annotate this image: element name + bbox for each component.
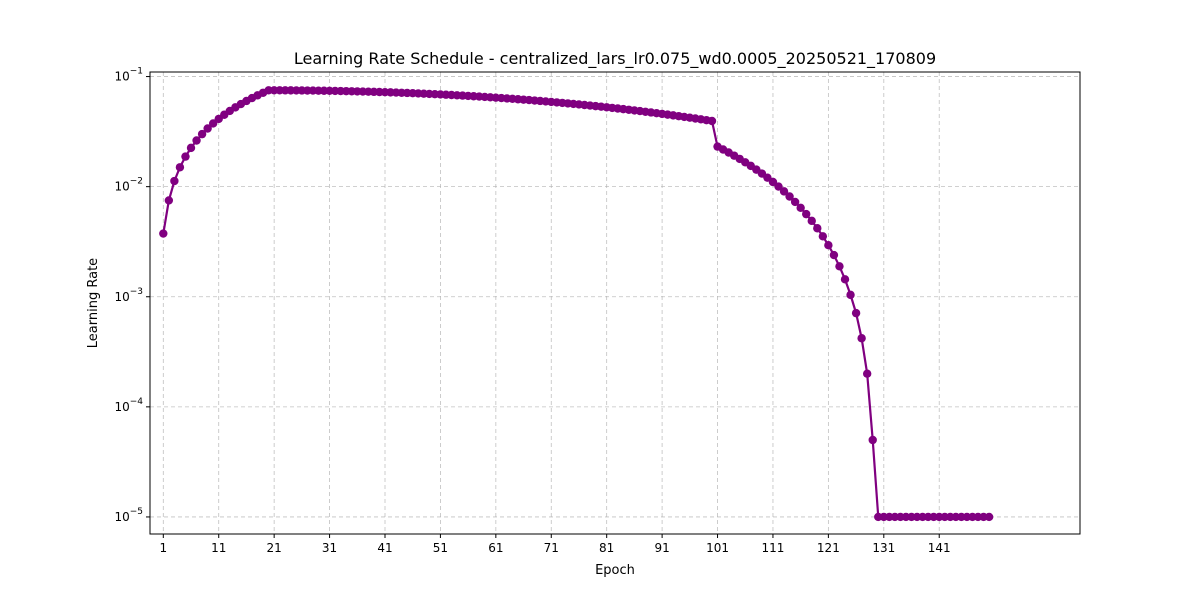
axes-frame: [149, 71, 1081, 535]
x-tick-label: 111: [762, 541, 785, 555]
data-point: [835, 262, 844, 271]
data-point: [170, 176, 179, 186]
data-point: [785, 192, 794, 201]
data-point: [984, 512, 994, 522]
data-point: [197, 129, 207, 139]
x-tick-label: 41: [377, 541, 392, 555]
x-tick-label: 131: [872, 541, 895, 555]
y-tick-label: 10−2: [114, 177, 143, 194]
y-axis-label: Learning Rate: [86, 258, 101, 348]
data-point: [707, 116, 717, 126]
y-tick-label: 10−4: [114, 397, 143, 414]
x-tick-label: 81: [599, 541, 614, 555]
x-tick-label: 91: [654, 541, 669, 555]
x-tick-label: 21: [267, 541, 282, 555]
data-point: [824, 240, 833, 250]
data-point: [802, 209, 811, 219]
data-point: [768, 177, 778, 187]
data-point: [774, 182, 783, 191]
y-axis-ticks: 10−5 10−4 10−3 10−2 10−1: [114, 67, 150, 524]
chart-title: Learning Rate Schedule - centralized_lar…: [294, 49, 936, 69]
data-point: [181, 152, 190, 161]
data-point: [208, 119, 218, 128]
x-tick-label: 51: [433, 541, 448, 555]
data-point: [779, 187, 789, 196]
y-tick-label: 10−5: [114, 507, 143, 524]
data-point: [857, 334, 866, 343]
y-tick-label: 10−1: [114, 67, 143, 84]
x-tick-label: 101: [706, 541, 729, 555]
data-point: [796, 203, 805, 213]
data-point: [159, 229, 168, 238]
series-marks: [159, 86, 994, 522]
x-tick-label: 71: [544, 541, 559, 555]
data-point: [829, 250, 839, 260]
data-point: [175, 163, 185, 172]
y-tick-label: 10−3: [114, 287, 143, 304]
data-point: [186, 143, 196, 153]
x-tick-label: 121: [817, 541, 840, 555]
data-point: [807, 216, 816, 226]
data-point: [868, 435, 877, 445]
data-point: [818, 232, 828, 241]
data-point: [790, 197, 800, 207]
x-axis-ticks: 1 11 21 31 41 51 61 71 81 91 101 111 121 131 141: [159, 534, 951, 555]
x-tick-label: 61: [488, 541, 503, 555]
data-point: [862, 369, 872, 378]
data-point: [846, 290, 855, 300]
data-point: [851, 308, 861, 318]
data-point: [840, 275, 850, 284]
series-learning-rate: [159, 86, 994, 522]
x-tick-label: 11: [211, 541, 226, 555]
x-tick-label: 31: [322, 541, 337, 555]
x-tick-label: 141: [928, 541, 951, 555]
data-point: [164, 196, 174, 205]
x-tick-label: 1: [159, 541, 167, 555]
grid-lines: [150, 72, 1080, 534]
data-point: [813, 224, 822, 233]
plot-area: [150, 72, 1080, 534]
data-point: [203, 124, 212, 133]
x-axis-label: Epoch: [595, 563, 635, 578]
data-point: [192, 136, 201, 145]
